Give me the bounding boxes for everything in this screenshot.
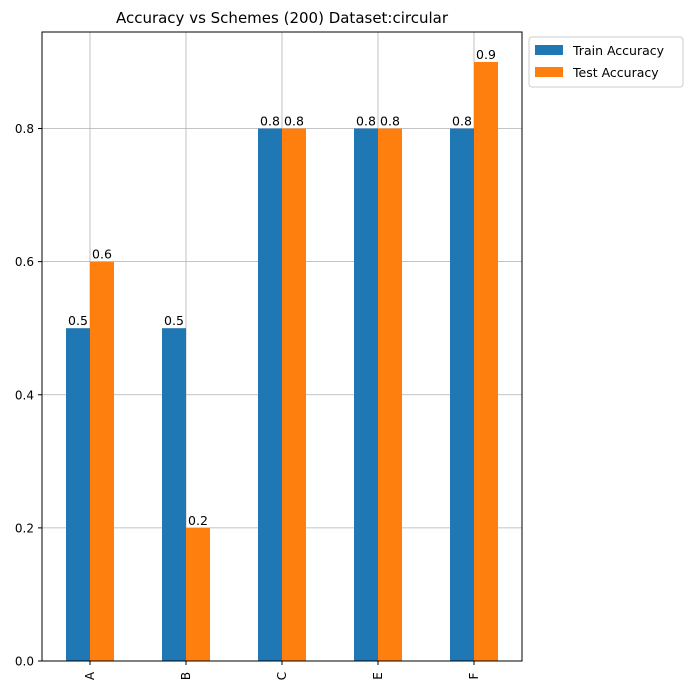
bar-value-label: 0.8 (380, 114, 400, 129)
bar (162, 328, 186, 661)
y-tick-label: 0.0 (15, 655, 34, 669)
bar-value-label: 0.9 (476, 47, 496, 62)
y-tick-label: 0.2 (15, 521, 34, 535)
x-tick-label: C (275, 672, 289, 680)
y-tick-label: 0.6 (15, 255, 34, 269)
bars (66, 61, 498, 661)
bar (90, 261, 114, 661)
bar-value-label: 0.8 (356, 114, 376, 129)
bar (66, 328, 90, 661)
bar-value-label: 0.5 (68, 313, 88, 328)
bar-value-label: 0.2 (188, 513, 208, 528)
bar (378, 128, 402, 661)
bar-value-labels: 0.5 0.5 0.8 0.8 0.8 0.6 0.2 0.8 0.8 0.9 (68, 47, 496, 528)
bar (354, 128, 378, 661)
bar-value-label: 0.8 (284, 114, 304, 129)
legend-frame (528, 36, 684, 88)
y-tick-label: 0.4 (15, 388, 34, 402)
bar-value-label: 0.6 (92, 247, 112, 262)
y-tick-label: 0.8 (15, 122, 34, 136)
x-tick-label: E (371, 672, 385, 680)
bar (282, 128, 306, 661)
bar (186, 527, 210, 661)
legend: Train Accuracy Test Accuracy (528, 36, 684, 88)
x-tick-label: B (179, 672, 193, 680)
legend-swatch-train (535, 45, 563, 55)
x-tick-label: F (467, 672, 481, 679)
bar (474, 61, 498, 661)
x-tick-label: A (83, 671, 97, 680)
bar (450, 128, 474, 661)
legend-label-test: Test Accuracy (572, 65, 659, 80)
legend-swatch-test (535, 67, 563, 77)
axis-ticks: 0.0 0.2 0.4 0.6 0.8 A B C E F (15, 122, 481, 680)
bar (258, 128, 282, 661)
bar-value-label: 0.5 (164, 313, 184, 328)
bar-value-label: 0.8 (260, 114, 280, 129)
legend-label-train: Train Accuracy (572, 43, 665, 58)
bar-value-label: 0.8 (452, 114, 472, 129)
chart-title: Accuracy vs Schemes (200) Dataset:circul… (116, 9, 449, 27)
